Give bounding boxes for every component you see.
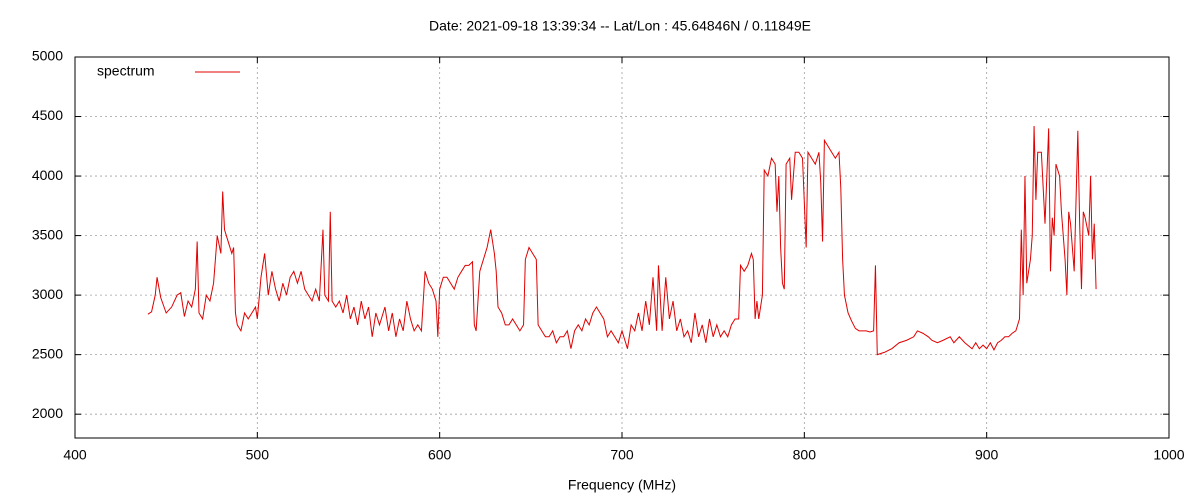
x-tick-label: 700 <box>610 447 634 463</box>
y-tick-label: 2500 <box>32 345 63 361</box>
x-tick-label: 400 <box>63 447 87 463</box>
y-tick-label: 4000 <box>32 167 63 183</box>
y-tick-label: 3500 <box>32 226 63 242</box>
y-tick-label: 2000 <box>32 405 63 421</box>
spectrum-line <box>147 126 1097 356</box>
x-tick-label: 500 <box>246 447 270 463</box>
y-tick-label: 5000 <box>32 48 63 64</box>
x-tick-label: 600 <box>428 447 452 463</box>
x-tick-label: 1000 <box>1153 447 1184 463</box>
y-tick-label: 3000 <box>32 286 63 302</box>
plot-frame <box>74 56 1170 439</box>
x-tick-label: 900 <box>975 447 999 463</box>
x-tick-label: 800 <box>793 447 817 463</box>
legend-label: spectrum <box>97 63 155 79</box>
chart-title: Date: 2021-09-18 13:39:34 -- Lat/Lon : 4… <box>429 18 811 34</box>
y-tick-label: 4500 <box>32 107 63 123</box>
x-axis-label: Frequency (MHz) <box>568 477 676 493</box>
